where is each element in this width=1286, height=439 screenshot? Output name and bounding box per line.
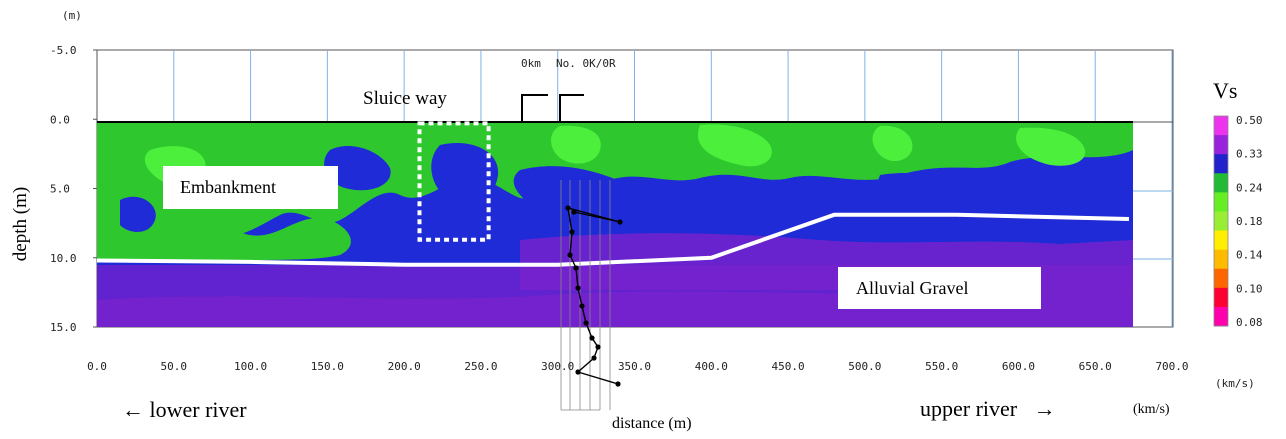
x-tick-label: 50.0 — [161, 360, 188, 373]
sluice-way-outline — [417, 121, 491, 242]
legend-title: Vs — [1213, 78, 1237, 103]
colorbar-tick-label: 0.33 — [1236, 148, 1263, 161]
log-point — [565, 205, 571, 211]
x-tick-label: 650.0 — [1079, 360, 1112, 373]
x-tick-label: 550.0 — [925, 360, 958, 373]
lower-river-label: ← lower river — [122, 397, 247, 422]
colorbar-segment — [1214, 211, 1228, 232]
log-point — [617, 219, 623, 225]
borehole-log — [521, 94, 623, 411]
colorbar-segment — [1214, 192, 1228, 212]
log-point — [595, 344, 601, 350]
embankment-label: Embankment — [180, 177, 276, 197]
x-tick-label: 500.0 — [848, 360, 881, 373]
x-tick-label: 150.0 — [311, 360, 344, 373]
log-point — [575, 369, 581, 375]
x-tick-label: 450.0 — [772, 360, 805, 373]
y-tick-label: 15.0 — [50, 321, 77, 334]
colorbar-tick-label: 0.50 — [1236, 114, 1263, 127]
gravel-boundary-line — [96, 212, 1130, 267]
colorbar-segment — [1214, 287, 1228, 308]
x-tick-label: 250.0 — [464, 360, 497, 373]
colorbar-tick-label: 0.08 — [1236, 316, 1263, 329]
y-tick-label: -5.0 — [50, 44, 77, 57]
colorbar-tick-label: 0.10 — [1236, 282, 1263, 295]
colorbar-tick-label: 0.14 — [1236, 249, 1263, 262]
colorbar-segment — [1214, 173, 1228, 193]
log-point — [615, 381, 621, 387]
upper-river-label: upper river → — [920, 396, 1056, 421]
log-point — [567, 252, 573, 258]
log-point — [579, 303, 585, 309]
station-label-right: No. 0K/0R — [556, 57, 616, 70]
colorbar-segment — [1214, 306, 1228, 327]
y-tick-label: 5.0 — [50, 183, 70, 196]
colorbar-tick-label: 0.18 — [1236, 215, 1263, 228]
alluvial-gravel-label: Alluvial Gravel — [856, 278, 968, 298]
log-point — [591, 355, 597, 361]
x-tick-label: 350.0 — [618, 360, 651, 373]
y-tick-label: 0.0 — [50, 113, 70, 126]
sluice-way-label: Sluice way — [363, 88, 447, 109]
alluvial-gravel-label-bg — [838, 267, 1041, 309]
vs-colorbar-legend: Vs 0.50 0.33 0.24 0.18 0.14 0.10 0.08 (km/s) — [1213, 78, 1263, 390]
colorbar-segment — [1214, 268, 1228, 289]
y-tick-label: 10.0 — [50, 252, 77, 265]
x-axis-ticks: 0.0 50.0 100.0 150.0 200.0 250.0 300.0 350.0 400… — [87, 360, 1189, 373]
y-axis-label: depth (m) — [10, 187, 31, 261]
y-axis-ticks: -5.0 0.0 5.0 10.0 15.0 — [50, 44, 97, 334]
x-tick-label: 0.0 — [87, 360, 107, 373]
log-point — [583, 320, 589, 326]
station-label-left: 0km — [521, 57, 541, 70]
colorbar-tick-label: 0.24 — [1236, 181, 1263, 194]
log-point — [571, 209, 577, 215]
log-point — [573, 265, 579, 271]
legend-unit: (km/s) — [1215, 377, 1255, 390]
embankment-label-bg — [163, 166, 338, 209]
x-tick-label: 100.0 — [234, 360, 267, 373]
colorbar-segment — [1214, 230, 1228, 251]
x-axis-label: distance (m) — [612, 415, 692, 432]
x-tick-label: 300.0 — [541, 360, 574, 373]
log-point — [589, 335, 595, 341]
x-tick-label: 200.0 — [388, 360, 421, 373]
log-point — [575, 285, 581, 291]
colorbar-segment — [1214, 116, 1228, 136]
y-unit-label: (m) — [62, 9, 82, 22]
colorbar-segment — [1214, 154, 1228, 174]
x-tick-label: 700.0 — [1155, 360, 1188, 373]
bottom-unit-label: (km/s) — [1133, 402, 1170, 417]
colorbar-segment — [1214, 135, 1228, 155]
colorbar-segment — [1214, 249, 1228, 270]
x-tick-label: 600.0 — [1002, 360, 1035, 373]
x-tick-label: 400.0 — [695, 360, 728, 373]
log-point — [569, 229, 575, 235]
